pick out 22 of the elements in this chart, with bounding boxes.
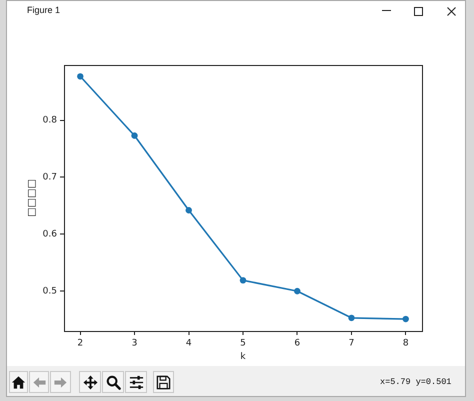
- point: [131, 132, 138, 139]
- caption: Figure 1: [27, 5, 60, 15]
- point: [77, 73, 84, 80]
- x-tick-label: 3: [132, 338, 138, 349]
- x-tick-label: 8: [402, 338, 409, 349]
- y-tick-label: 0.5: [42, 286, 57, 296]
- x-tick-label: 4: [186, 338, 192, 349]
- point: [402, 316, 409, 322]
- y-tick-label: 0.7: [42, 172, 57, 183]
- y-axis-title: □□□□: [26, 179, 38, 217]
- point: [294, 288, 300, 294]
- x-tick-label: 5: [240, 338, 246, 349]
- point: [240, 277, 246, 284]
- x-tick-label: 6: [294, 338, 300, 349]
- x-tick-label: 7: [348, 338, 354, 349]
- x-axis-title: k: [240, 352, 246, 362]
- y-tick-label: 0.6: [42, 230, 58, 240]
- y-tick-label: 0.8: [42, 116, 58, 126]
- point: [348, 314, 355, 322]
- x-tick-label: 2: [77, 338, 84, 349]
- point: [186, 207, 192, 214]
- text: x=5.79 y=0.501: [380, 377, 452, 387]
